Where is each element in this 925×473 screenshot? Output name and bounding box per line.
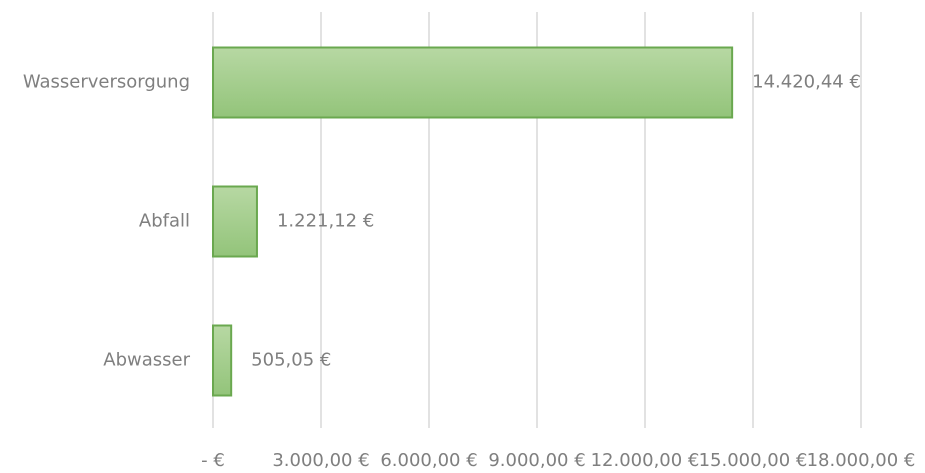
value-label: 1.221,12 € xyxy=(277,211,374,232)
category-label: Abfall xyxy=(139,211,190,232)
x-tick-label: - € xyxy=(201,450,225,471)
value-label: 14.420,44 € xyxy=(752,72,861,93)
bar xyxy=(212,46,734,119)
x-tick-label: 3.000,00 € xyxy=(272,450,369,471)
x-tick-label: 12.000,00 € xyxy=(591,450,700,471)
x-tick-label: 9.000,00 € xyxy=(488,450,585,471)
value-label: 505,05 € xyxy=(251,350,331,371)
category-label: Wasserversorgung xyxy=(23,72,190,93)
bar xyxy=(212,185,258,258)
x-tick-label: 6.000,00 € xyxy=(380,450,477,471)
category-label: Abwasser xyxy=(103,350,190,371)
x-tick-label: 15.000,00 € xyxy=(699,450,808,471)
bar xyxy=(212,324,233,397)
x-tick-label: 18.000,00 € xyxy=(807,450,916,471)
